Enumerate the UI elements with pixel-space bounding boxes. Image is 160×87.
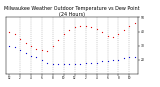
Title: Milwaukee Weather Outdoor Temperature vs Dew Point (24 Hours): Milwaukee Weather Outdoor Temperature vs… (4, 6, 140, 17)
